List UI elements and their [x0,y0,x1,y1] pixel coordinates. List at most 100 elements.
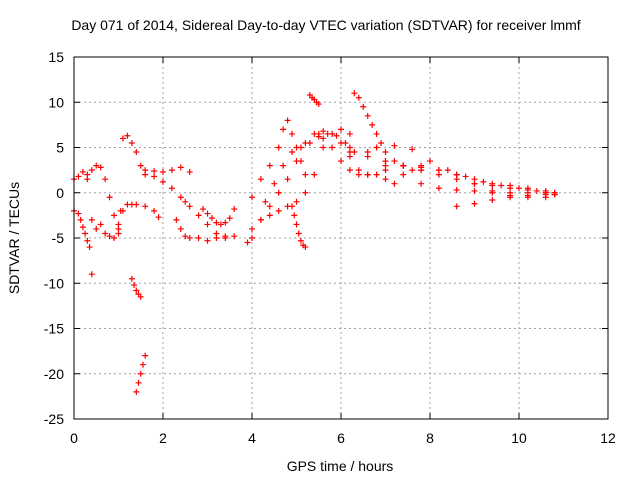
data-point [128,139,135,146]
tick-labels: 0 2 4 6 8 10 12 15 10 5 0 -5 -10 -15 -20 -25 [44,49,616,446]
data-point [364,171,371,178]
data-point [213,235,220,241]
data-point [369,121,376,128]
data-point [128,275,135,282]
data-point [275,144,282,151]
data-point [77,216,84,223]
data-point [471,180,478,187]
data-point [302,244,309,251]
data-point [79,168,86,175]
data-point [293,198,300,205]
x-axis-label: GPS time / hours [287,458,394,474]
x-tick-label: 12 [600,430,616,446]
data-point [222,219,229,226]
data-point [453,187,460,194]
data-point [222,235,229,241]
x-tick-label: 6 [337,430,345,446]
series-s11 [244,128,362,246]
data-point [338,126,344,133]
data-point [364,153,371,160]
series-s17 [315,130,398,187]
data-point [111,235,118,241]
data-point [311,171,318,178]
data-point [93,225,100,232]
data-point [168,185,175,192]
data-point [266,203,273,210]
series-s1 [71,168,122,241]
data-point [186,168,193,175]
axis-ticks [73,56,609,420]
data-point [271,180,278,187]
data-point [182,198,189,205]
data-point [524,194,531,201]
series-s10 [200,206,238,228]
data-point [133,287,140,294]
x-tick-label: 0 [70,430,78,446]
data-point [351,90,358,97]
x-tick-label: 8 [426,430,434,446]
data-point [284,176,291,183]
data-point [257,216,264,223]
data-point [231,206,238,213]
data-point [302,189,309,196]
data-point [213,219,220,226]
data-point [382,176,389,183]
data-point [195,235,202,241]
data-point [533,187,540,194]
data-point [297,158,304,165]
series-s5 [115,201,162,228]
data-point [182,233,189,240]
data-point [333,132,340,139]
series-s13 [249,117,309,201]
data-point [244,239,251,246]
x-tick-label: 2 [159,430,167,446]
grid-lines [74,57,608,419]
data-point [137,370,144,377]
data-point [291,212,298,219]
data-point [204,221,211,228]
data-point [119,135,126,142]
y-tick-label: -10 [44,275,64,291]
data-point [75,173,82,180]
data-point [93,162,100,169]
data-point [82,230,89,237]
data-point [373,144,380,151]
data-point [315,101,322,108]
data-point [173,216,180,223]
data-point [111,212,118,219]
y-tick-label: -5 [52,230,65,246]
data-point [409,167,416,174]
data-point [289,203,296,210]
data-point [480,178,487,185]
data-point [160,178,166,185]
data-point [186,235,193,241]
data-point [382,149,389,156]
data-point [471,200,478,207]
y-tick-label: -20 [44,366,64,382]
data-point [186,203,193,210]
data-point [346,167,353,174]
data-point [249,194,255,201]
data-point [382,167,389,174]
y-tick-label: 5 [56,140,64,156]
data-point [373,171,380,178]
data-point [137,162,144,169]
data-point [124,132,131,139]
data-point [378,139,385,146]
data-point [249,235,255,241]
data-point [266,212,273,219]
data-point [195,212,202,219]
data-point [400,162,407,169]
series-s7 [133,352,149,395]
data-point [88,216,95,223]
data-point [204,210,211,217]
data-point [79,224,86,231]
data-point [391,142,398,149]
data-point [200,206,207,213]
series-s14 [262,130,358,205]
series-s15 [289,203,309,251]
data-points [71,90,558,395]
data-point [257,176,264,183]
data-point [453,171,460,178]
